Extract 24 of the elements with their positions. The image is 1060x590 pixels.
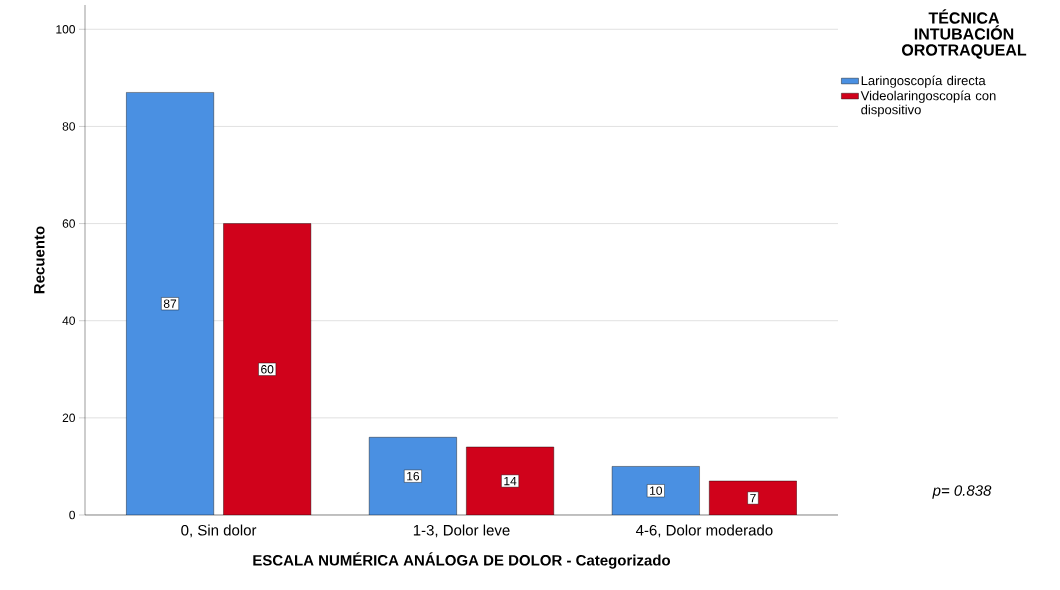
legend-label: Videolaringoscopía con dispositivo — [860, 90, 996, 117]
bar — [611, 466, 700, 515]
data-label: 14 — [504, 476, 517, 486]
bar — [369, 437, 457, 515]
y-tick-label: 100 — [56, 25, 75, 34]
y-tick-label: 80 — [62, 122, 75, 131]
y-tick-label: 0 — [69, 510, 76, 520]
y-axis-title: Recuento — [34, 226, 45, 294]
y-tick-label: 20 — [62, 413, 75, 423]
x-tick-label: 4-6, Dolor moderado — [635, 524, 773, 538]
data-label: 16 — [407, 471, 420, 481]
x-tick-label: 1-3, Dolor leve — [413, 524, 510, 538]
data-label: 60 — [261, 365, 274, 374]
data-label: 10 — [650, 486, 663, 495]
x-tick-label: 0, Sin dolor — [181, 524, 257, 538]
x-axis-title: ESCALA NUMÉRICA ANÁLOGA DE DOLOR - Categorizado — [253, 552, 671, 569]
text: p= 0.838 — [932, 485, 992, 499]
legend-title: TÉCNICA INTUBACIÓN OROTRAQUEAL — [902, 9, 1027, 59]
data-label: 7 — [750, 493, 756, 503]
y-tick-label: 40 — [62, 316, 75, 325]
data-label: 87 — [163, 299, 177, 308]
legend-label: Laringoscopía directa — [861, 75, 986, 88]
y-tick-label: 60 — [62, 219, 75, 228]
bar — [126, 92, 214, 515]
